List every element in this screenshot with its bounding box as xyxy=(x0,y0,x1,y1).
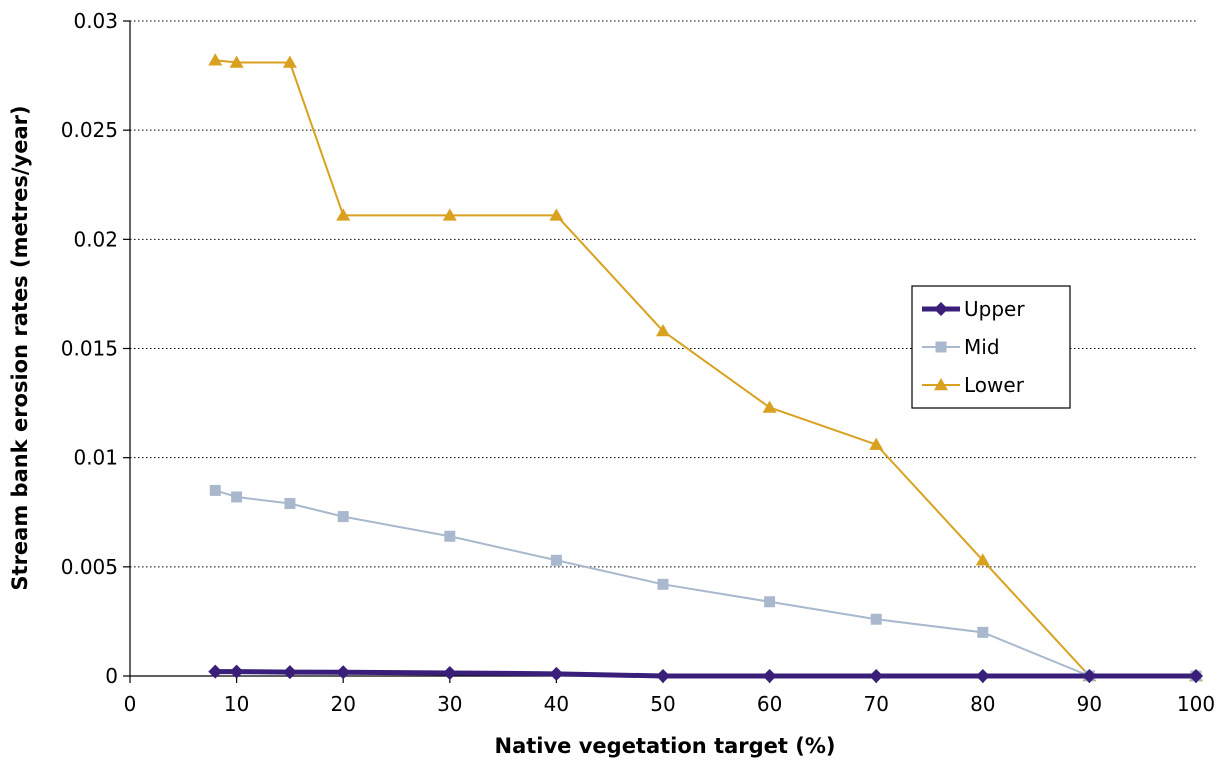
point-mid-9 xyxy=(977,626,989,638)
point-upper-5 xyxy=(549,666,564,681)
point-lower-4 xyxy=(442,208,457,221)
series-line-mid xyxy=(214,489,1196,677)
point-upper-11 xyxy=(1189,669,1203,683)
point-upper-4 xyxy=(442,665,457,680)
point-lower-2 xyxy=(282,55,297,68)
point-upper-10 xyxy=(1082,669,1097,683)
point-lower-7 xyxy=(762,400,777,413)
legend: Upper Mid Lower xyxy=(911,285,1071,409)
point-upper-3 xyxy=(336,665,351,680)
legend-marker-lower xyxy=(934,378,948,391)
point-mid-5 xyxy=(550,554,562,566)
point-mid-7 xyxy=(764,596,776,608)
x-axis-title: Native vegetation target (%) xyxy=(495,734,836,758)
x-tick-label-0: 0 xyxy=(124,692,137,716)
point-upper-0 xyxy=(208,664,223,679)
y-tick-label-0: 0 xyxy=(105,664,118,688)
point-lower-1 xyxy=(229,55,244,68)
point-upper-1 xyxy=(229,664,244,679)
legend-marker-upper xyxy=(934,302,948,316)
point-upper-2 xyxy=(282,665,297,680)
point-lower-3 xyxy=(336,208,351,221)
x-tick-label-5: 50 xyxy=(650,692,675,716)
y-tick-label-3: 0.015 xyxy=(61,337,118,361)
legend-label-upper: Upper xyxy=(964,297,1025,321)
point-lower-0 xyxy=(208,53,223,66)
point-mid-2 xyxy=(284,498,296,510)
x-tick-label-8: 80 xyxy=(970,692,995,716)
legend-marker-mid xyxy=(935,341,947,353)
point-mid-4 xyxy=(444,530,456,542)
y-tick-label-2: 0.01 xyxy=(73,446,118,470)
point-upper-7 xyxy=(762,669,777,683)
x-tick-label-9: 90 xyxy=(1077,692,1102,716)
x-tick-label-6: 60 xyxy=(757,692,782,716)
point-lower-6 xyxy=(656,324,670,337)
point-mid-0 xyxy=(209,484,221,496)
point-upper-6 xyxy=(656,669,670,683)
legend-item-upper: Upper xyxy=(922,297,1025,321)
point-mid-3 xyxy=(337,511,349,523)
legend-label-mid: Mid xyxy=(964,335,1000,359)
tick-labels: 0 0.005 0.01 0.015 0.02 0.025 0.03 0 10 20 30 40 50 6… xyxy=(61,9,1215,716)
y-tick-label-5: 0.025 xyxy=(61,118,118,142)
x-tick-label-10: 100 xyxy=(1177,692,1215,716)
x-tick-label-1: 10 xyxy=(224,692,249,716)
legend-label-lower: Lower xyxy=(964,373,1025,397)
point-lower-9 xyxy=(975,553,990,566)
x-tick-label-4: 40 xyxy=(544,692,569,716)
series-layer xyxy=(208,53,1203,683)
y-axis-title: Stream bank erosion rates (metres/year) xyxy=(8,105,32,590)
x-tick-label-2: 20 xyxy=(330,692,355,716)
series-line-upper xyxy=(215,669,1196,679)
point-lower-8 xyxy=(869,437,884,450)
point-upper-8 xyxy=(869,669,884,683)
y-tick-label-6: 0.03 xyxy=(73,9,118,33)
point-mid-1 xyxy=(231,491,243,503)
y-tick-label-1: 0.005 xyxy=(61,555,118,579)
point-mid-6 xyxy=(657,578,669,590)
y-tick-label-4: 0.02 xyxy=(73,227,118,251)
legend-item-mid: Mid xyxy=(922,335,1000,359)
series-upper xyxy=(208,664,1203,683)
point-lower-5 xyxy=(549,208,564,221)
point-mid-8 xyxy=(870,613,882,625)
x-tick-label-3: 30 xyxy=(437,692,462,716)
series-line-lower xyxy=(215,59,1196,677)
point-upper-9 xyxy=(975,669,990,683)
series-mid xyxy=(209,484,1202,682)
x-tick-label-7: 70 xyxy=(863,692,888,716)
legend-item-lower: Lower xyxy=(922,373,1025,397)
